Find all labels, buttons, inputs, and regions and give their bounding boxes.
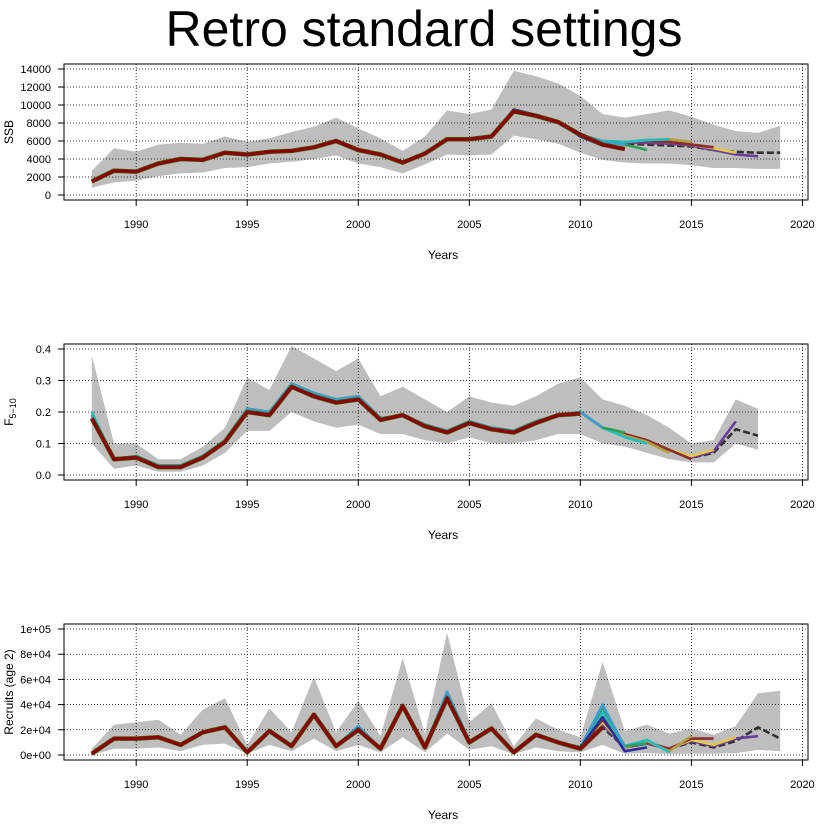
ssb-ytick-label-4: 8000 <box>27 118 51 130</box>
ssb-yaxis-title: SSB <box>2 120 16 144</box>
f-yaxis-title: F5−10 <box>2 398 18 426</box>
f-xaxis-title: Years <box>428 528 458 542</box>
f-xtick-label-4: 2010 <box>568 499 592 511</box>
ssb-xtick-label-0: 1990 <box>124 219 148 231</box>
ssb-plot-frame <box>63 63 809 201</box>
recruits-ytick-label-1: 2e+04 <box>20 725 51 737</box>
f-ytick-label-4: 0.4 <box>36 344 51 356</box>
ssb-xtick-label-5: 2015 <box>679 219 703 231</box>
recruits-yaxis-title: Recruits (age 2) <box>2 649 16 734</box>
ssb-ytick-label-3: 6000 <box>27 136 51 148</box>
ssb-xaxis-title: Years <box>428 248 458 262</box>
f-ytick-label-2: 0.2 <box>36 407 51 419</box>
f-xtick-label-1: 1995 <box>235 499 259 511</box>
recruits-xtick-label-3: 2005 <box>457 779 481 791</box>
ssb-xtick-label-4: 2010 <box>568 219 592 231</box>
f-ytick-label-1: 0.1 <box>36 438 51 450</box>
f-panel: 1990 1995 2000 2005 2010 2015 2020 0.0 0.1 0.2 0.3… <box>2 343 815 542</box>
f-ytick-label-0: 0.0 <box>36 470 51 482</box>
recruits-panel: 1990 1995 2000 2005 2010 2015 2020 0e+00 2e+04 4e… <box>2 623 815 822</box>
recruits-xtick-label-0: 1990 <box>124 779 148 791</box>
ssb-ytick-label-7: 14000 <box>20 64 51 76</box>
recruits-base-line <box>90 696 604 755</box>
f-xtick-label-2: 2000 <box>346 499 370 511</box>
recruits-ytick-label-4: 8e+04 <box>20 649 51 661</box>
ssb-ytick-label-5: 10000 <box>20 100 51 112</box>
ssb-ytick-label-2: 4000 <box>27 154 51 166</box>
ssb-ytick-label-1: 2000 <box>27 172 51 184</box>
ssb-confidence-band <box>91 70 781 188</box>
figure-title: Retro standard settings <box>166 1 683 57</box>
recruits-xtick-label-4: 2010 <box>568 779 592 791</box>
recruits-xtick-label-6: 2020 <box>790 779 814 791</box>
recruits-xtick-label-1: 1995 <box>235 779 259 791</box>
recruits-ytick-label-5: 1e+05 <box>20 624 51 636</box>
ssb-ytick-label-6: 12000 <box>20 82 51 94</box>
f-xtick-label-6: 2020 <box>790 499 814 511</box>
ssb-xtick-label-3: 2005 <box>457 219 481 231</box>
ssb-xtick-label-2: 2000 <box>346 219 370 231</box>
recruits-xtick-label-2: 2000 <box>346 779 370 791</box>
f-xtick-label-5: 2015 <box>679 499 703 511</box>
ssb-xtick-label-1: 1995 <box>235 219 259 231</box>
recruits-xaxis-title: Years <box>428 808 458 822</box>
recruits-plot-frame <box>63 623 809 761</box>
recruits-ytick-label-3: 6e+04 <box>20 674 51 686</box>
recruits-ytick-label-2: 4e+04 <box>20 700 51 712</box>
ssb-xtick-label-6: 2020 <box>790 219 814 231</box>
ssb-panel: 1990 1995 2000 2005 2010 2015 2020 0 2000 4000 600… <box>2 63 815 262</box>
f-xtick-label-3: 2005 <box>457 499 481 511</box>
recruits-xtick-label-5: 2015 <box>679 779 703 791</box>
f-ytick-label-3: 0.3 <box>36 376 51 388</box>
f-base-line <box>90 385 581 469</box>
f-confidence-band <box>91 345 759 472</box>
ssb-base-line <box>91 109 626 183</box>
f-yaxis-subscript: 5−10 <box>8 398 18 418</box>
ssb-ytick-label-0: 0 <box>45 190 51 202</box>
f-xtick-label-0: 1990 <box>124 499 148 511</box>
recruits-ytick-label-0: 0e+00 <box>20 750 51 762</box>
